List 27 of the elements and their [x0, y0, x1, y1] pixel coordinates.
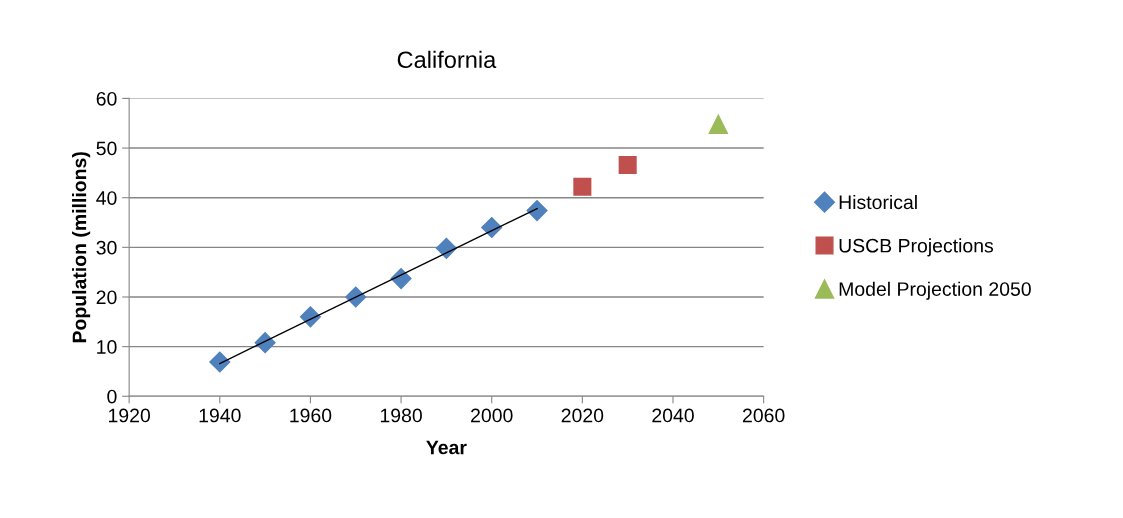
x-tick-label: 1980	[380, 408, 422, 423]
x-tick-label: 1960	[290, 408, 332, 423]
chart-title: California	[397, 50, 497, 69]
y-tick-label: 40	[96, 191, 117, 205]
y-tick-label: 50	[96, 141, 117, 156]
point	[618, 155, 637, 174]
x-tick-label: 2000	[471, 408, 513, 423]
x-tick-label: 1940	[199, 408, 241, 423]
x-axis-title: Year	[426, 440, 467, 455]
point	[435, 237, 457, 259]
legend-label: Historical	[839, 194, 917, 210]
y-tick-label: 20	[96, 290, 117, 305]
y-tick-label: 0	[107, 389, 117, 404]
legend-label: Model Projection 2050	[839, 281, 1031, 300]
x-tick-label: 2040	[652, 408, 694, 423]
y-tick-label: 10	[97, 340, 117, 354]
y-tick-label: 30	[96, 240, 117, 255]
x-tick-label: 1920	[109, 408, 151, 423]
point	[708, 114, 729, 134]
legend-label: USCB Projections	[839, 238, 994, 257]
point	[209, 351, 231, 373]
x-tick-label: 2020	[561, 408, 604, 423]
y-tick-label: 60	[96, 91, 117, 106]
point	[526, 200, 548, 222]
x-tick-label: 2060	[742, 408, 785, 423]
y-axis-title: Population (millions)	[72, 152, 91, 343]
point	[573, 177, 592, 196]
